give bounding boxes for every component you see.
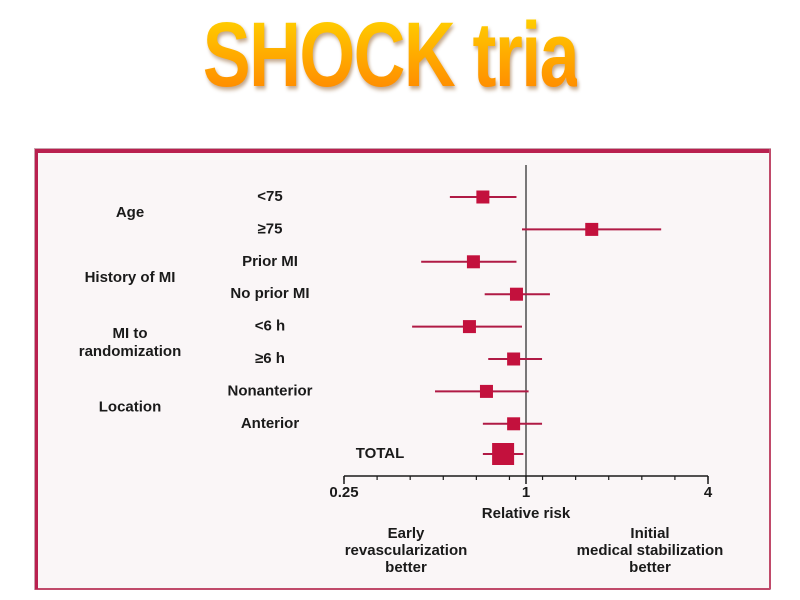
group-label: Age <box>116 204 144 221</box>
row-point-estimate <box>507 417 521 431</box>
row-point-estimate <box>507 352 521 366</box>
row-label: ≥6 h <box>255 350 285 367</box>
left-direction-label: better <box>385 559 427 576</box>
row-label: <75 <box>257 188 282 205</box>
right-direction-label: Initial <box>630 525 669 542</box>
row-point-estimate <box>585 222 599 236</box>
left-direction-label: revascularization <box>345 542 468 559</box>
x-tick-label: 4 <box>704 484 713 501</box>
row-label: Prior MI <box>242 253 298 270</box>
total-label: TOTAL <box>356 445 405 462</box>
right-direction-label: medical stabilization <box>577 542 724 559</box>
panel-border-right <box>769 149 771 589</box>
x-tick-label: 1 <box>522 484 530 501</box>
total-point-estimate <box>492 443 515 465</box>
panel-border-bottom <box>35 588 770 590</box>
row-label: No prior MI <box>230 285 309 302</box>
row-point-estimate <box>479 384 493 398</box>
row-point-estimate <box>466 255 480 269</box>
row-point-estimate <box>509 287 523 301</box>
row-point-estimate <box>462 320 476 334</box>
group-label: History of MI <box>85 269 176 286</box>
row-label: <6 h <box>255 318 285 335</box>
group-label: randomization <box>79 343 182 360</box>
row-label: Anterior <box>241 415 300 432</box>
x-tick-label: 0.25 <box>329 484 358 501</box>
slide-title: SHOCK trial <box>203 0 598 110</box>
row-label: ≥75 <box>258 220 283 237</box>
left-direction-label: Early <box>388 525 425 542</box>
row-point-estimate <box>476 190 490 204</box>
right-direction-label: better <box>629 559 671 576</box>
row-label: Nonanterior <box>227 382 312 399</box>
forest-plot-panel <box>34 148 771 590</box>
group-label: Location <box>99 399 162 416</box>
group-label: MI to <box>113 325 148 342</box>
x-axis-label: Relative risk <box>482 505 571 522</box>
